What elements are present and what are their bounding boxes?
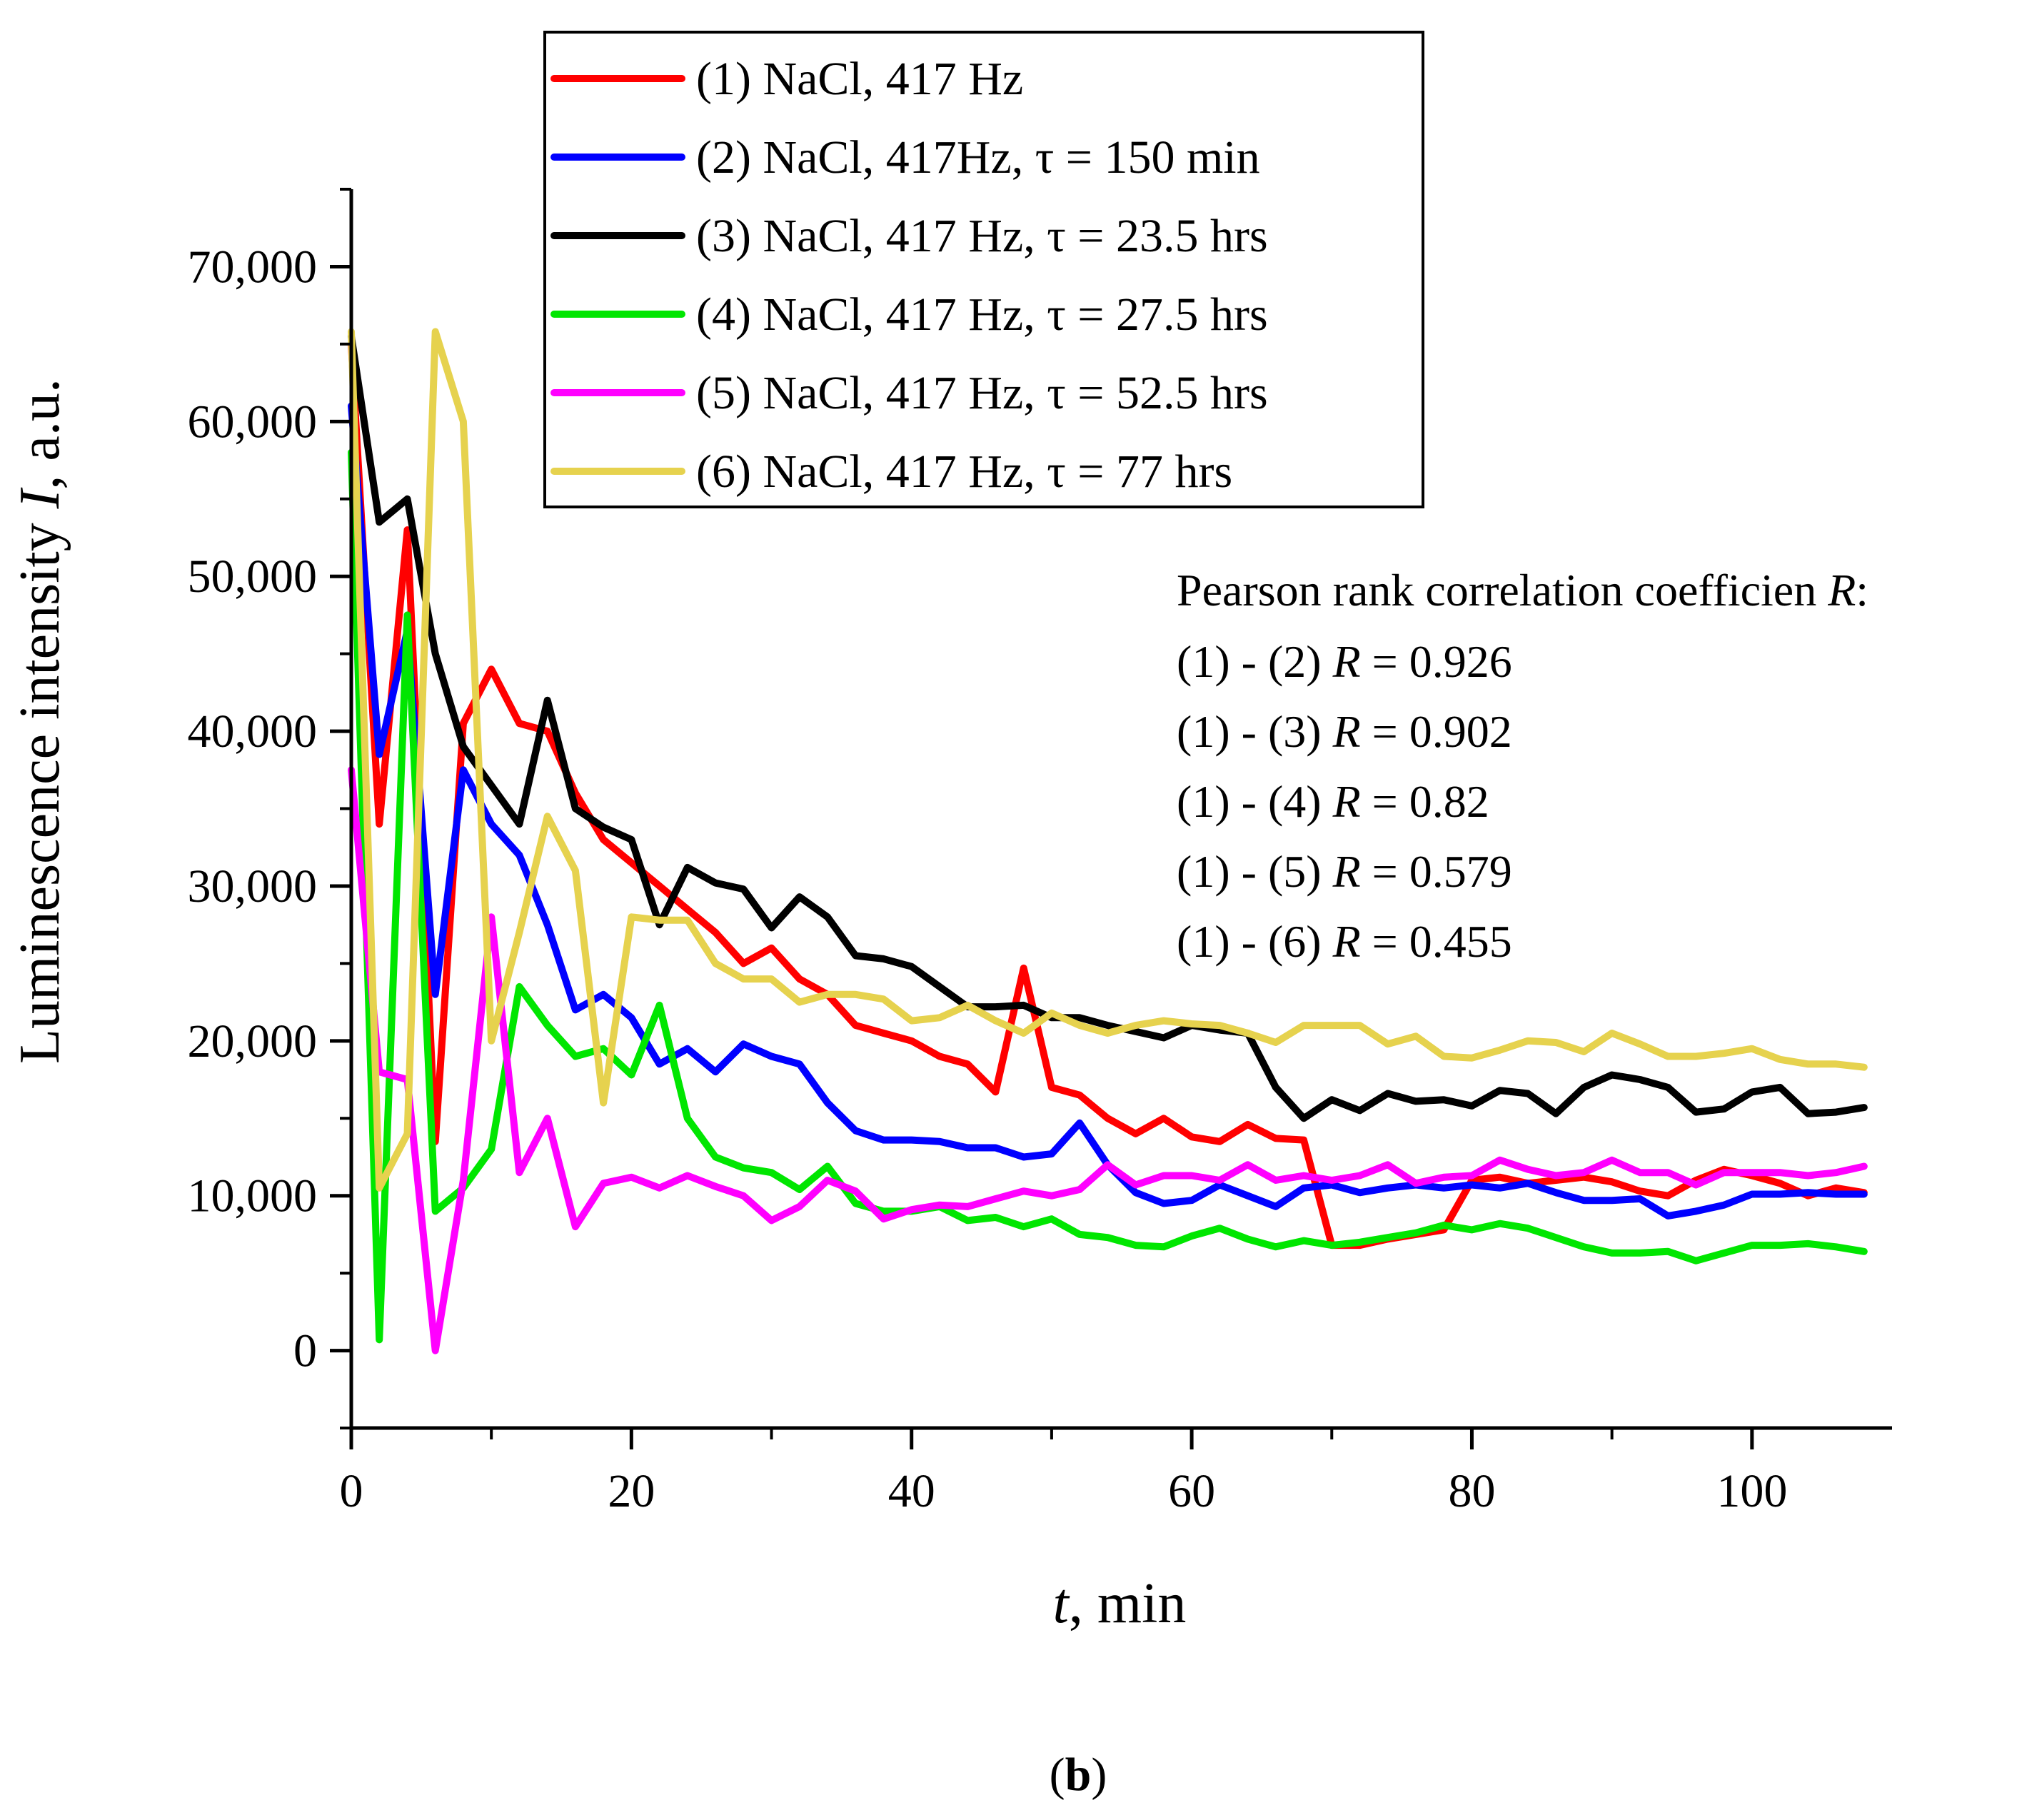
correlation-annotation: Pearson rank correlation coefficien R: (… bbox=[1177, 565, 1868, 967]
annotation-line-4: (1) - (5) R = 0.579 bbox=[1177, 846, 1512, 897]
y-tick-label: 10,000 bbox=[188, 1170, 318, 1222]
legend-label-6: (6) NaCl, 417 Hz, τ = 77 hrs bbox=[696, 446, 1232, 498]
y-tick-label: 0 bbox=[293, 1325, 317, 1377]
annotation-line-1: (1) - (2) R = 0.926 bbox=[1177, 636, 1512, 687]
y-tick-label: 20,000 bbox=[188, 1015, 318, 1067]
x-tick-label: 100 bbox=[1716, 1465, 1787, 1517]
legend-label-2: (2) NaCl, 417Hz, τ = 150 min bbox=[696, 131, 1260, 183]
annotation-line-5: (1) - (6) R = 0.455 bbox=[1177, 916, 1512, 967]
annotation-line-3: (1) - (4) R = 0.82 bbox=[1177, 776, 1489, 827]
y-tick-label: 40,000 bbox=[188, 705, 318, 758]
annotation-lines: (1) - (2) R = 0.926(1) - (3) R = 0.902(1… bbox=[1177, 636, 1512, 967]
x-axis-title-unit: , min bbox=[1069, 1572, 1186, 1635]
legend-label-4: (4) NaCl, 417 Hz, τ = 27.5 hrs bbox=[696, 288, 1268, 341]
annotation-line-2: (1) - (3) R = 0.902 bbox=[1177, 706, 1512, 757]
y-tick-label: 30,000 bbox=[188, 860, 318, 912]
annotation-value: = 0.926 bbox=[1361, 636, 1512, 687]
x-tick-label: 20 bbox=[608, 1465, 655, 1517]
annotation-var: R bbox=[1332, 706, 1361, 757]
series-line-3 bbox=[348, 333, 1868, 1122]
x-tick-label: 60 bbox=[1168, 1465, 1215, 1517]
annotation-pair: (1) - (2) bbox=[1177, 636, 1333, 687]
figure-caption: (b) bbox=[1050, 1749, 1107, 1801]
x-axis-title: t, min bbox=[1053, 1572, 1187, 1635]
annotation-value: = 0.82 bbox=[1361, 776, 1489, 827]
annotation-pair: (1) - (3) bbox=[1177, 706, 1333, 757]
legend: (1) NaCl, 417 Hz (2) NaCl, 417Hz, τ = 150… bbox=[543, 31, 1424, 508]
caption-letter: b bbox=[1065, 1749, 1092, 1801]
annotation-value: = 0.902 bbox=[1361, 706, 1512, 757]
annotation-var: R bbox=[1332, 846, 1361, 897]
annotation-var: R bbox=[1332, 916, 1361, 967]
annotation-title-suffix: : bbox=[1856, 565, 1868, 615]
caption-open-paren: ( bbox=[1050, 1749, 1065, 1801]
series-line-5 bbox=[348, 766, 1868, 1354]
annotation-pair: (1) - (5) bbox=[1177, 846, 1333, 897]
y-tick-label: 50,000 bbox=[188, 550, 318, 603]
axes: 0 10,000 20,000 30,000 40,000 50,000 60,000 70,… bbox=[188, 188, 1892, 1517]
series-line-6 bbox=[348, 328, 1868, 1192]
annotation-title: Pearson rank correlation coefficien R: bbox=[1177, 565, 1868, 615]
y-tick-label: 70,000 bbox=[188, 241, 318, 293]
legend-label-3: (3) NaCl, 417 Hz, τ = 23.5 hrs bbox=[696, 210, 1268, 262]
x-tick-label: 0 bbox=[340, 1465, 363, 1517]
y-tick-label: 60,000 bbox=[188, 396, 318, 448]
x-tick-label: 40 bbox=[888, 1465, 935, 1517]
series-line-1 bbox=[348, 340, 1868, 1250]
annotation-title-var: R bbox=[1827, 565, 1856, 615]
annotation-value: = 0.579 bbox=[1361, 846, 1512, 897]
y-axis-title-text: Luminescence intensity bbox=[9, 508, 71, 1064]
annotation-title-prefix: Pearson rank correlation coefficien bbox=[1177, 565, 1828, 615]
series-line-4 bbox=[348, 448, 1868, 1344]
annotation-var: R bbox=[1332, 636, 1361, 687]
y-axis-title-unit: , a.u. bbox=[9, 378, 71, 490]
annotation-pair: (1) - (6) bbox=[1177, 916, 1333, 967]
legend-items: (1) NaCl, 417 Hz (2) NaCl, 417Hz, τ = 150… bbox=[550, 53, 1268, 498]
annotation-pair: (1) - (4) bbox=[1177, 776, 1333, 827]
y-axis-title-var: I bbox=[9, 487, 71, 509]
annotation-value: = 0.455 bbox=[1361, 916, 1512, 967]
caption-close-paren: ) bbox=[1091, 1749, 1107, 1801]
legend-label-1: (1) NaCl, 417 Hz bbox=[696, 53, 1023, 105]
x-ticks: 0 20 40 60 80 100 bbox=[340, 1428, 1787, 1517]
y-ticks: 0 10,000 20,000 30,000 40,000 50,000 60,000 70,… bbox=[188, 188, 351, 1429]
x-tick-label: 80 bbox=[1448, 1465, 1495, 1517]
legend-box bbox=[543, 31, 1424, 508]
plot-area bbox=[348, 328, 1868, 1354]
x-axis-title-var: t bbox=[1053, 1572, 1070, 1635]
legend-label-5: (5) NaCl, 417 Hz, τ = 52.5 hrs bbox=[696, 367, 1268, 419]
y-axis-title: Luminescence intensity I, a.u. bbox=[9, 378, 71, 1064]
annotation-var: R bbox=[1332, 776, 1361, 827]
